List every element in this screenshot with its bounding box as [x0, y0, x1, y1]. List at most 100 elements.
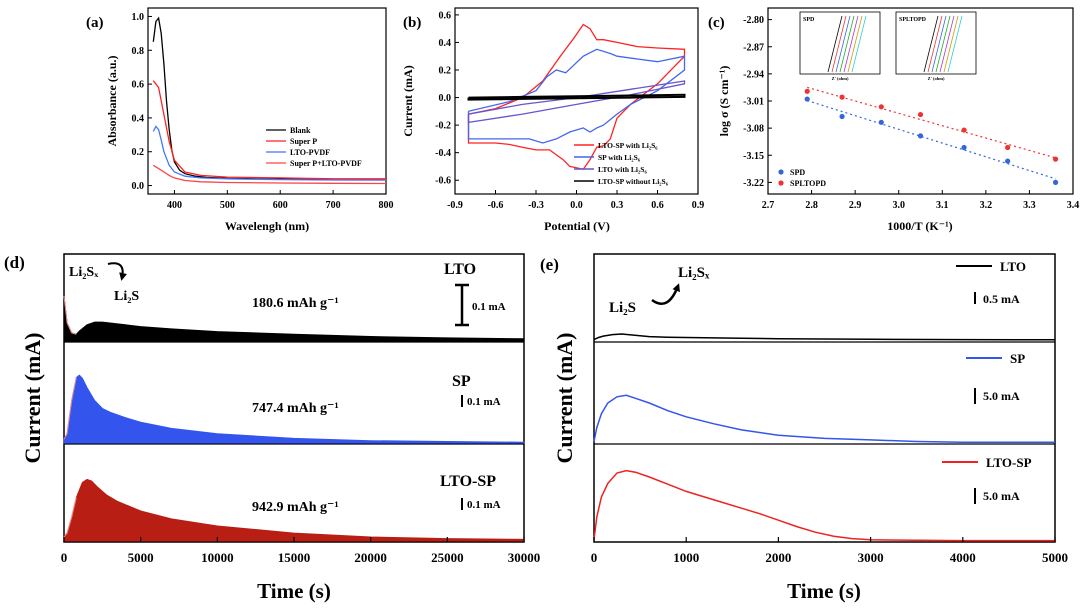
- inset-nyquist-line: [939, 15, 955, 73]
- panel-c-label: (c): [708, 15, 725, 31]
- a-ytick-label: 0.4: [132, 113, 145, 124]
- panel-a-xticks: 400 500 600 700 800: [167, 190, 394, 211]
- c-ytick-label: -3.01: [743, 97, 764, 108]
- inset-nyquist-line: [931, 15, 947, 73]
- panel-c-legend-marker: [778, 180, 784, 186]
- panel-b-legend-label: LTO-SP with Li₂S₆: [598, 141, 658, 150]
- panel-e-annotation-from: Li₂S: [609, 300, 636, 316]
- panel-e-label: (e): [540, 255, 559, 274]
- panel-a-legend: Blank Super P LTO-PVDF Super P+LTO-PVDF: [266, 126, 362, 168]
- panel-c-point-spltopd: [917, 111, 924, 118]
- panel-a-legend-label: LTO-PVDF: [290, 148, 330, 157]
- panel-a-frame: [147, 7, 387, 195]
- panel-d-lto-capacity: 180.6 mAh g⁻¹: [252, 296, 339, 311]
- panel-b-yticks: -0.6 -0.4 -0.2 0.0 0.2 0.4 0.6: [435, 10, 459, 187]
- panel-a-series-line-3: [152, 125, 387, 181]
- inset-nyquist-line: [843, 15, 859, 73]
- inset-1-frame: [799, 11, 881, 75]
- panel-c-point-spd: [804, 96, 810, 102]
- panel-b-series-line-1: [467, 23, 686, 170]
- b-xtick-label: 0.0: [570, 200, 583, 211]
- a-xtick-label: 800: [379, 200, 394, 211]
- inset-nyquist-line: [851, 15, 867, 73]
- b-ytick-label: 0.0: [439, 93, 452, 104]
- panel-e-frame: [593, 253, 1056, 543]
- panel-d-ltosp-label: LTO-SP: [440, 473, 496, 490]
- b-xtick-label: -0.3: [528, 200, 544, 211]
- inset-1-lines: [827, 15, 867, 73]
- panel-a-series: [152, 16, 387, 185]
- panel-c-xticks: 2.7 2.8 2.9 3.0 3.1 3.2 3.3 3.4: [762, 190, 1080, 211]
- c-ytick-label: -2.80: [743, 15, 764, 26]
- panel-d-arrow-icon: [107, 262, 127, 281]
- panel-b-series: [467, 23, 686, 170]
- a-ytick-label: 0.6: [132, 80, 145, 91]
- panel-e-xtick-label: 4000: [950, 550, 976, 565]
- c-xtick-label: 3.0: [892, 200, 905, 211]
- panel-d-label: (d): [4, 253, 25, 272]
- panel-e-line-1: [593, 333, 1056, 341]
- inset-nyquist-line: [847, 15, 863, 73]
- panel-a-yticks: 0.0 0.2 0.4 0.6 0.8 1.0: [132, 12, 152, 192]
- panel-d-edge-1: [63, 295, 77, 335]
- panel-e-xtick-label: 3000: [858, 550, 884, 565]
- panel-e: (e) 0 1000 2000 3000 4000 5000 Li₂S Li₂Sₓ LTO…: [540, 253, 1068, 603]
- inset-nyquist-line: [839, 15, 855, 73]
- a-ytick-label: 0.8: [132, 46, 145, 57]
- panel-c-inset-1: SPD Z' (ohm): [799, 11, 881, 81]
- panel-b-legend-label: LTO-SP without Li₂S₆: [598, 177, 669, 186]
- panel-c-inset-2: SPLTOPD Z' (ohm): [895, 11, 977, 81]
- panel-e-ltosp-scalebar-label: 5.0 mA: [983, 489, 1020, 503]
- panel-a-series-line-2: [152, 80, 386, 180]
- panel-a-xlabel: Wavelengh (nm): [225, 219, 309, 233]
- c-xtick-label: 3.3: [1023, 200, 1036, 211]
- inset-2-xlabel: Z' (ohm): [928, 76, 945, 81]
- panel-b: (b) -0.9 -0.6 -0.3 0.0 0.3 0.6 0.9 -0.6-0.4-0.…: [401, 7, 704, 233]
- panel-a-label: (a): [86, 15, 104, 31]
- panel-e-xtick-label: 1000: [673, 550, 699, 565]
- panel-d-xtick-label: 15000: [278, 550, 311, 565]
- b-ytick-label: -0.2: [435, 121, 451, 132]
- panel-c-point-spltopd: [961, 127, 967, 133]
- panel-d-ylabel: Current (mA): [20, 333, 45, 464]
- a-xtick-label: 600: [273, 200, 288, 211]
- panel-d-sp-capacity: 747.4 mAh g⁻¹: [252, 401, 339, 416]
- c-xtick-label: 3.4: [1067, 200, 1080, 211]
- panel-c-yticks: -2.80 -2.87 -2.94 -3.01 -3.08 -3.15 -3.22: [743, 15, 772, 189]
- inset-2-frame: [895, 11, 977, 75]
- panel-c-point-spd: [917, 133, 924, 139]
- panel-d-xtick-label: 10000: [201, 550, 234, 565]
- inset-2-title: SPLTOPD: [899, 17, 927, 23]
- panel-b-label: (b): [403, 15, 421, 31]
- panel-d-annotation-from: Li₂Sₓ: [69, 265, 99, 280]
- panel-a-legend-label: Super P+LTO-PVDF: [290, 159, 362, 168]
- panel-c-point-spd: [1052, 179, 1059, 185]
- panel-d-edge-2: [63, 377, 77, 440]
- panel-d-lto-scalebar-label: 0.1 mA: [472, 301, 506, 313]
- b-ytick-label: 0.4: [439, 38, 452, 49]
- inset-1-title: SPD: [803, 17, 815, 23]
- panel-e-ltosp-label: LTO-SP: [986, 455, 1032, 470]
- panel-d-xtick-label: 5000: [128, 550, 154, 565]
- panel-b-xlabel: Potential (V): [544, 219, 610, 233]
- panel-c-ylabel: log σ (S cm⁻¹): [717, 66, 731, 137]
- panel-b-frame: [454, 7, 699, 195]
- panel-a-legend-label: Super P: [290, 137, 317, 146]
- panel-e-xtick-label: 2000: [765, 550, 791, 565]
- panel-e-line-3: [593, 469, 1055, 542]
- inset-nyquist-line: [927, 15, 943, 73]
- panel-c-fit-line-1: [807, 100, 1056, 180]
- panel-d-area-3: [63, 478, 525, 542]
- panel-e-xticks: 0 1000 2000 3000 4000 5000: [591, 537, 1068, 565]
- panel-d-xtick-label: 25000: [431, 550, 464, 565]
- c-xtick-label: 3.1: [936, 200, 949, 211]
- inset-nyquist-line: [835, 15, 851, 73]
- panel-d-lto-label: LTO: [444, 261, 476, 278]
- inset-nyquist-line: [947, 15, 963, 73]
- inset-nyquist-line: [935, 15, 951, 73]
- panel-b-legend-label: LTO with Li₂S₆: [598, 165, 647, 174]
- inset-1-xlabel: Z' (ohm): [832, 76, 849, 81]
- panel-d-sp-label: SP: [452, 373, 471, 390]
- c-ytick-label: -2.94: [743, 69, 764, 80]
- panel-c-legend: SPD SPLTOPD: [778, 168, 826, 188]
